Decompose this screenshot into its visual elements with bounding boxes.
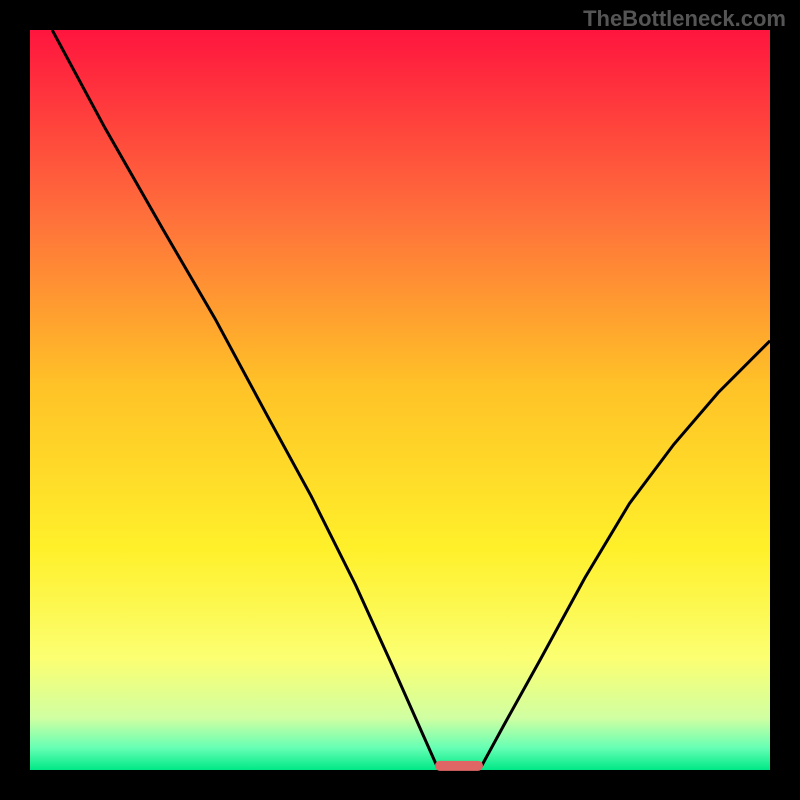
curve-right <box>481 341 770 767</box>
curve-layer <box>30 30 770 770</box>
watermark-text: TheBottleneck.com <box>583 6 786 32</box>
curve-left <box>52 30 437 766</box>
plot-area <box>30 30 770 770</box>
chart-container: TheBottleneck.com <box>0 0 800 800</box>
optimum-marker <box>435 760 483 770</box>
